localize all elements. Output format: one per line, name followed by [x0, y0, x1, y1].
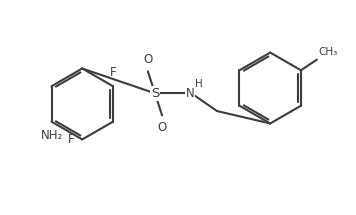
- Text: NH₂: NH₂: [41, 129, 63, 143]
- Text: N: N: [186, 87, 195, 100]
- Text: CH₃: CH₃: [319, 47, 338, 57]
- Text: O: O: [143, 53, 152, 66]
- Text: F: F: [68, 133, 74, 146]
- Text: S: S: [151, 87, 159, 100]
- Text: O: O: [157, 121, 167, 134]
- Text: F: F: [110, 66, 116, 79]
- Text: H: H: [195, 80, 203, 89]
